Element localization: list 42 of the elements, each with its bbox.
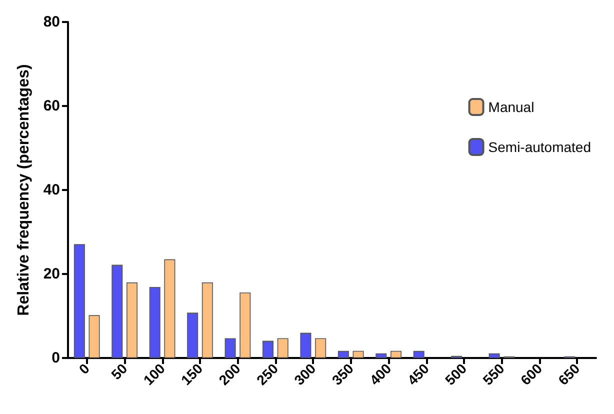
bar [262,340,274,358]
y-tick-label: 40 [43,182,60,198]
bar [277,338,288,358]
y-tick-label: 60 [43,98,60,114]
bar [126,282,138,358]
y-tick-label: 80 [43,14,60,30]
x-tick-label: 400 [366,360,394,388]
bar [300,332,312,358]
x-tick-label: 600 [517,360,546,388]
x-tick-label: 200 [216,360,244,388]
bar [187,312,198,358]
legend-label: Semi-automated [488,139,591,155]
legend-label: Manual [488,99,534,115]
x-tick-label: 350 [328,360,357,388]
bar [74,244,85,358]
y-tick-label: 0 [52,350,60,366]
bar [390,350,402,358]
bar [488,353,500,358]
bar [413,350,424,358]
y-axis-title: Relative frequency (percentages) [16,64,32,316]
x-tick-label: 100 [140,360,168,388]
x-tick-label: 500 [442,360,470,388]
bar [352,350,364,358]
x-tick-label: 50 [108,360,130,383]
bar [315,338,326,358]
bar [224,338,236,358]
bar [164,259,176,358]
x-tick-label: 550 [480,360,508,388]
bar [149,287,160,358]
x-tick-label: 150 [178,360,206,388]
bar [338,350,349,358]
x-tick-label: 300 [290,360,319,388]
bar [112,264,123,358]
bar [88,315,100,358]
bar [240,292,251,358]
x-tick-label: 650 [554,360,583,388]
y-tick-label: 20 [43,266,60,282]
x-tick-label: 250 [253,360,282,388]
x-tick-label: 450 [404,360,432,388]
bar [202,282,213,358]
x-tick-label: 0 [76,360,93,378]
bar [376,353,387,358]
